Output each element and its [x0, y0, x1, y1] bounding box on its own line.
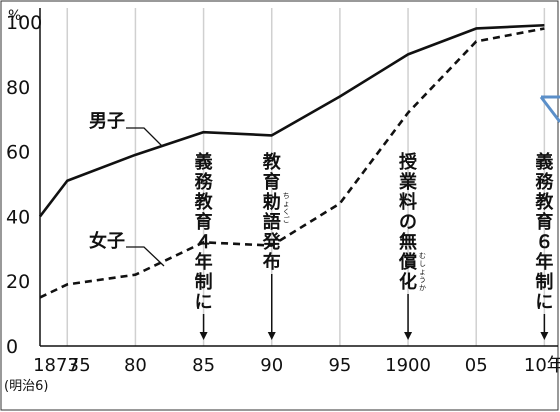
event-arrow-head — [268, 332, 276, 340]
series-label: 女子 — [89, 230, 125, 252]
event-label: 義務教育４年制に — [195, 151, 214, 313]
event-annotation: 義務教育６年制に — [535, 151, 554, 340]
x-tick-label: 85 — [192, 355, 215, 376]
x-tick-label: 05 — [465, 355, 488, 376]
x-tick-label: 1900 — [385, 355, 431, 376]
y-tick-label: 40 — [6, 206, 30, 228]
y-tick-label: 60 — [6, 142, 30, 164]
x-tick-label: 90 — [260, 355, 283, 376]
event-annotation: 義務教育４年制に — [195, 151, 214, 340]
series-label-leader — [126, 128, 162, 146]
x-tick-label: 80 — [124, 355, 147, 376]
event-ruby: ちょくご — [283, 192, 290, 224]
y-tick-label: 100 — [6, 12, 42, 34]
event-label: 義務教育６年制に — [535, 151, 554, 313]
y-tick-label: 80 — [6, 77, 30, 99]
event-arrow-head — [200, 332, 208, 340]
x-tick-label: 95 — [328, 355, 351, 376]
x-tick-label: 75 — [68, 355, 91, 376]
event-arrow-head — [540, 332, 548, 340]
event-label: 授業料の無償化 — [398, 151, 418, 293]
event-ruby: むしょうか — [419, 252, 426, 292]
y-tick-label: 0 — [6, 336, 18, 358]
x-tick-label: 10年 — [524, 355, 560, 376]
event-arrow-head — [404, 332, 412, 340]
y-tick-label: 20 — [6, 271, 30, 293]
x-sublabel: (明治6) — [4, 379, 48, 394]
event-label: 教育勅語発布 — [262, 151, 282, 273]
series-label: 男子 — [89, 111, 125, 132]
